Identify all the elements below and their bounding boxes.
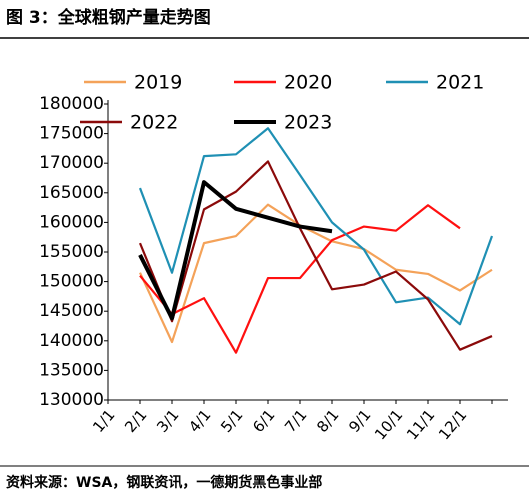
- series-line: [138, 127, 494, 326]
- y-tick-label: 180000: [39, 94, 104, 114]
- x-tick-label: 8/1: [313, 406, 342, 436]
- x-tick-label: 10/1: [371, 406, 406, 443]
- series-line: [139, 203, 493, 344]
- y-tick-label: 130000: [39, 390, 104, 410]
- x-tick-label: 1/1: [89, 406, 118, 436]
- legend-label: 2022: [130, 112, 178, 134]
- x-tick-label: 5/1: [217, 406, 246, 436]
- y-tick-label: 145000: [39, 301, 104, 321]
- source: 资料来源：WSA，钢联资讯，一德期货黑色事业部: [6, 474, 322, 491]
- y-tick-label: 140000: [39, 331, 104, 351]
- legend-label: 2019: [134, 72, 182, 94]
- x-tick-label: 3/1: [153, 406, 182, 436]
- y-tick-label: 175000: [39, 124, 104, 144]
- y-tick-label: 170000: [39, 153, 104, 173]
- series-line: [138, 180, 333, 321]
- x-tick-label: 2/1: [121, 406, 150, 436]
- legend-label: 2023: [284, 112, 332, 134]
- x-tick-label: 4/1: [185, 406, 214, 436]
- x-tick-label: 7/1: [281, 406, 310, 436]
- x-tick-label: 12/1: [435, 406, 470, 443]
- y-tick-label: 150000: [39, 272, 104, 292]
- y-tick-label: 155000: [39, 242, 104, 262]
- chart-title: 图 3：全球粗钢产量走势图: [6, 7, 211, 28]
- series-line: [138, 160, 493, 351]
- legend-label: 2021: [436, 72, 484, 94]
- legend-label: 2020: [284, 72, 332, 94]
- series-line: [139, 204, 461, 354]
- y-tick-label: 165000: [39, 183, 104, 203]
- y-tick-label: 135000: [39, 360, 104, 380]
- y-tick-label: 160000: [39, 212, 104, 232]
- x-tick-label: 6/1: [249, 406, 278, 436]
- x-tick-label: 11/1: [403, 406, 438, 443]
